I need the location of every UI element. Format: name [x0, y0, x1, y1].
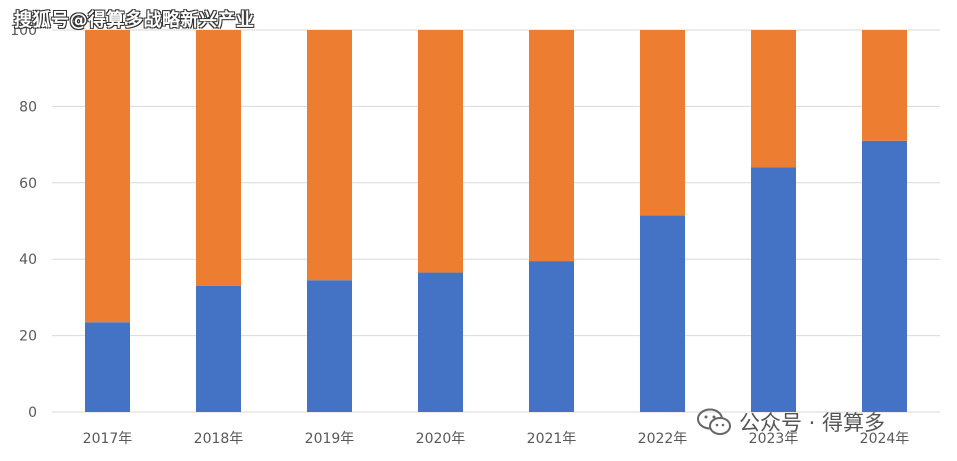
- bars: [85, 30, 907, 412]
- y-tick-label: 100: [10, 23, 37, 39]
- y-tick-label: 20: [19, 329, 37, 345]
- y-tick-label: 0: [28, 405, 37, 421]
- wechat-watermark-text: 公众号 · 得算多: [739, 411, 886, 435]
- bar-segment-1: [640, 215, 685, 412]
- bar-segment-1: [85, 322, 130, 412]
- bar-segment-2: [307, 30, 352, 281]
- wechat-watermark: 公众号 · 得算多: [697, 407, 885, 437]
- bar-segment-2: [418, 30, 463, 273]
- x-tick-label: 2023年: [749, 431, 799, 447]
- x-tick-label: 2024年: [860, 431, 910, 447]
- x-tick-label: 2022年: [638, 431, 688, 447]
- bar-segment-2: [85, 30, 130, 323]
- y-axis-tick-labels: 0 20 40 60 80 100: [10, 23, 37, 421]
- wechat-icon: [697, 408, 731, 435]
- y-tick-label: 40: [19, 252, 37, 268]
- sohu-watermark: 搜狐号@得算多战略新兴产业: [14, 10, 255, 31]
- x-axis-tick-labels: 2017年 2018年 2019年 2020年 2021年 2022年 2023年 2024年: [83, 431, 910, 447]
- bar-segment-2: [196, 30, 241, 286]
- bar-segment-1: [862, 140, 907, 412]
- bar-segment-1: [751, 167, 796, 412]
- bar-segment-2: [529, 30, 574, 262]
- x-tick-label: 2020年: [416, 431, 466, 447]
- gridlines: [52, 29, 940, 413]
- bar-segment-2: [751, 30, 796, 168]
- bar-segment-1: [196, 285, 241, 412]
- bar-segment-2: [862, 30, 907, 141]
- y-tick-label: 80: [19, 99, 37, 115]
- bar-segment-1: [418, 272, 463, 412]
- x-tick-label: 2021年: [527, 431, 577, 447]
- bar-segment-2: [640, 30, 685, 216]
- y-tick-label: 60: [19, 176, 37, 192]
- x-tick-label: 2017年: [83, 431, 133, 447]
- x-tick-label: 2018年: [194, 431, 244, 447]
- bar-segment-1: [307, 280, 352, 412]
- x-tick-label: 2019年: [305, 431, 355, 447]
- bar-segment-1: [529, 261, 574, 412]
